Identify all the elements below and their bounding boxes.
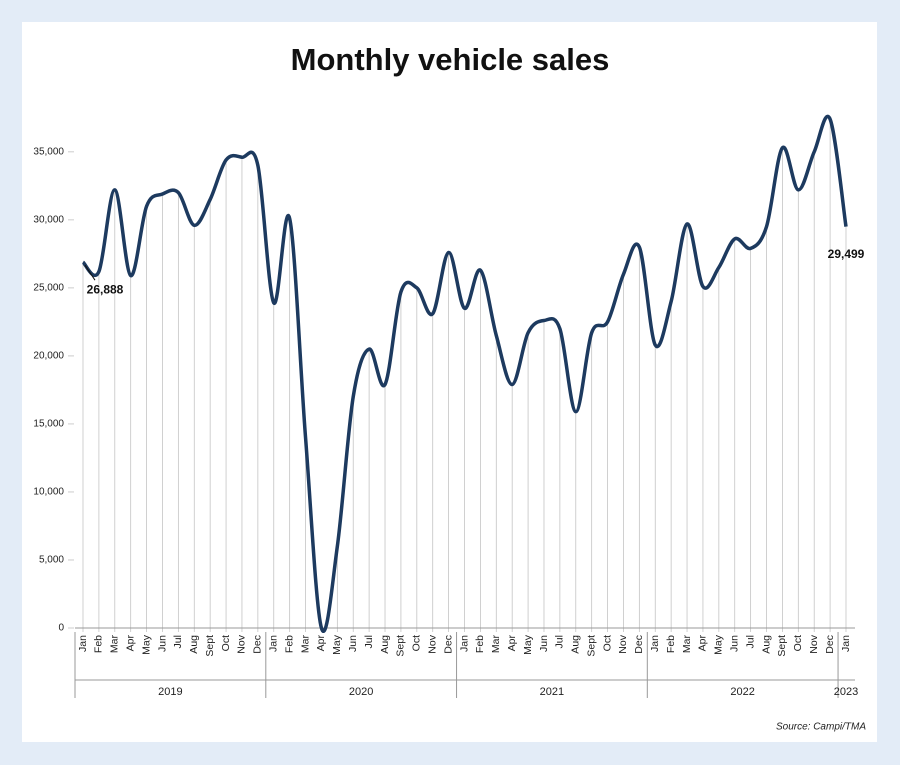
x-tick-label: May [140,634,152,655]
year-label: 2019 [158,686,182,698]
chart-title: Monthly vehicle sales [291,42,610,77]
x-tick-label: Aug [379,635,391,654]
x-tick-label: Jun [729,635,741,652]
x-tick-label: Mar [299,635,311,654]
x-tick-label: Jan [840,635,852,652]
y-tick-label: 20,000 [33,351,64,362]
x-tick-label: Jun [156,635,168,652]
source: Source: Campi/TMA [776,722,866,733]
x-tick-label: Mar [109,635,121,654]
x-tick-label: Nov [426,634,438,653]
x-tick-label: Dec [824,635,836,654]
x-tick-label: Sept [395,635,407,657]
x-tick-label: Apr [315,635,327,652]
label-leader [84,264,96,281]
x-tick-label: Dec [442,635,454,654]
x-tick-label: Oct [220,635,232,651]
x-tick-label: Sept [776,635,788,657]
x-tick-label: Apr [506,635,518,652]
x-tick-label: Aug [570,635,582,654]
x-tick-label: Mar [490,635,502,654]
x-tick-label: Feb [93,635,105,653]
x-tick-label: Apr [697,635,709,652]
x-tick-label: Jul [363,635,375,648]
x-tick-label: May [713,634,725,655]
x-tick-label: Oct [792,635,804,651]
year-label: 2023 [834,686,858,698]
year-label: 2022 [730,686,754,698]
x-tick-label: Feb [283,635,295,653]
x-tick-label: Dec [252,635,264,654]
year-label: 2021 [540,686,564,698]
x-tick-label: Apr [124,635,136,652]
x-tick-label: Jul [744,635,756,648]
y-tick-label: 15,000 [33,419,64,430]
x-tick-label: Nov [236,634,248,653]
x-tick-label: Mar [681,635,693,654]
x-tick-label: Sept [204,635,216,657]
x-tick-label: Jul [172,635,184,648]
y-tick-label: 30,000 [33,214,64,225]
x-tick-label: Feb [665,635,677,653]
x-tick-label: Nov [808,634,820,653]
y-tick-label: 25,000 [33,283,64,294]
x-tick-label: May [522,634,534,655]
year-label: 2020 [349,686,373,698]
x-tick-label: Oct [601,635,613,651]
x-tick-label: Dec [633,635,645,654]
line [81,114,848,633]
y-tick-label: 5,000 [39,555,64,566]
value-label: 26,888 [87,282,124,296]
x-tick-label: Jan [458,635,470,652]
x-tick-label: Jul [554,635,566,648]
x-tick-label: Jan [268,635,280,652]
x-tick-label: Jun [538,635,550,652]
x-tick-label: Nov [617,634,629,653]
x-tick-label: May [331,634,343,655]
y-tick-label: 10,000 [33,487,64,498]
x-tick-label: Aug [760,635,772,654]
x-tick-label: Sept [585,635,597,657]
x-tick-label: Jan [649,635,661,652]
y-tick-label: 35,000 [33,146,64,157]
panel [22,22,877,742]
x-tick-label: Oct [411,635,423,651]
x-tick-label: Aug [188,635,200,654]
value-label: 29,499 [828,247,865,261]
y-tick-label: 0 [58,623,64,634]
x-tick-label: Feb [474,635,486,653]
x-tick-label: Jun [347,635,359,652]
x-tick-label: Jan [77,635,89,652]
